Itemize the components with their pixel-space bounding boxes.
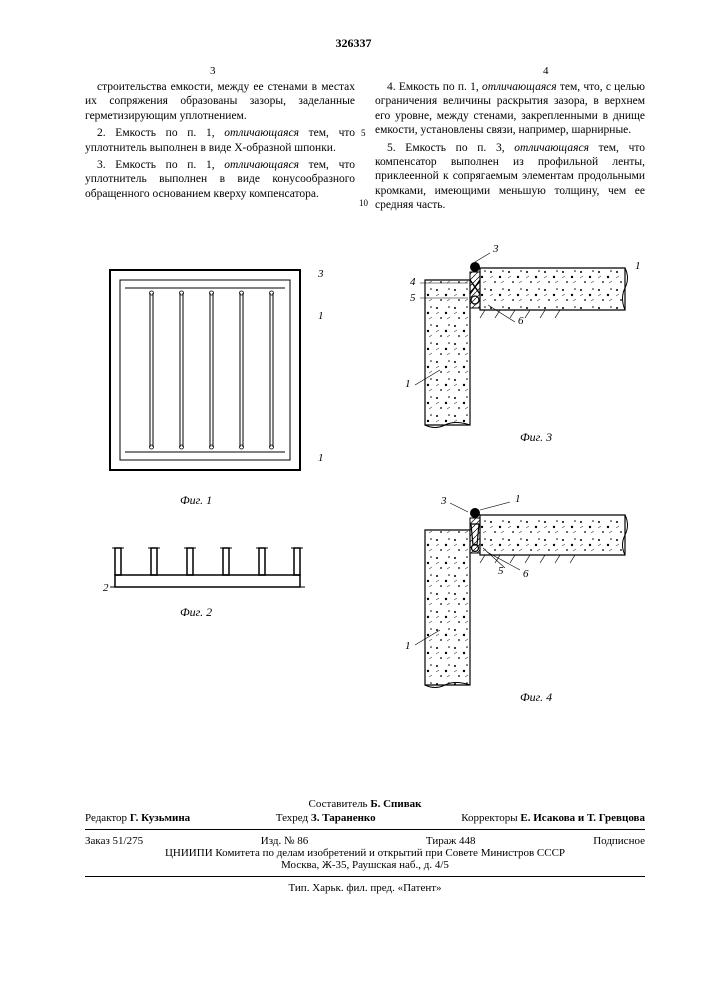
tirage: Тираж 448 [426,835,476,847]
org-line: ЦНИИПИ Комитета по делам изобретений и о… [85,847,645,859]
izd-num: Изд. № 86 [261,835,308,847]
fig1-label: Фиг. 1 [180,493,212,508]
text-columns: строительства емкости, между ее стенами … [85,80,645,215]
figure-4 [380,500,640,700]
fig3-callout-1: 1 [405,378,411,390]
fig3-callout-6: 6 [518,315,524,327]
document-number: 326337 [336,36,372,51]
left-column: строительства емкости, между ее стенами … [85,80,355,215]
claim-5: 5. Емкость по п. 3, отличающаяся тем, чт… [375,141,645,213]
footer-divider-1 [85,829,645,830]
line-number-5: 5 [361,128,366,138]
fig4-label: Фиг. 4 [520,690,552,705]
fig4-callout-5: 5 [498,565,504,577]
fig3-callout-4: 4 [410,276,416,288]
footer-block: Составитель Б. Спивак Редактор Г. Кузьми… [85,798,645,894]
fig2-label: Фиг. 2 [180,605,212,620]
printer-line: Тип. Харьк. фил. пред. «Патент» [85,882,645,894]
fig3-callout-1b: 1 [635,260,641,272]
fig2-callout-2: 2 [103,582,109,594]
fig4-callout-1a: 1 [515,493,521,505]
fig1-callout-3: 3 [318,268,324,280]
right-column: 4. Емкость по п. 1, отличающаяся тем, чт… [375,80,645,215]
fig4-callout-6: 6 [523,568,529,580]
fig3-callout-5: 5 [410,292,416,304]
correctors: Корректоры Е. Исакова и Т. Гревцова [461,812,645,824]
claim-1-continuation: строительства емкости, между ее стенами … [85,80,355,123]
figure-3 [380,250,640,440]
print-info-row: Заказ 51/275 Изд. № 86 Тираж 448 Подписн… [85,835,645,847]
fig1-callout-1b: 1 [318,452,324,464]
fig4-callout-3: 3 [441,495,447,507]
techred: Техред З. Тараненко [276,812,376,824]
composer-line: Составитель Б. Спивак [85,798,645,810]
subscription: Подписное [593,835,645,847]
figure-2 [100,540,315,600]
credits-row: Редактор Г. Кузьмина Техред З. Тараненко… [85,812,645,824]
fig1-callout-1a: 1 [318,310,324,322]
fig3-label: Фиг. 3 [520,430,552,445]
editor: Редактор Г. Кузьмина [85,812,190,824]
fig3-callout-3: 3 [493,243,499,255]
address-line: Москва, Ж-35, Раушская наб., д. 4/5 [85,859,645,871]
fig4-callout-1b: 1 [405,640,411,652]
order-num: Заказ 51/275 [85,835,143,847]
page-number-right: 4 [543,65,549,77]
claim-3: 3. Емкость по п. 1, отличающаяся тем, чт… [85,158,355,201]
claim-2: 2. Емкость по п. 1, отличающаяся тем, чт… [85,126,355,155]
line-number-10: 10 [359,198,368,208]
claim-4: 4. Емкость по п. 1, отличающаяся тем, чт… [375,80,645,138]
figure-1 [100,260,315,485]
footer-divider-2 [85,876,645,877]
figures-area: Фиг. 1 3 1 1 Фиг. 2 2 [100,250,650,720]
page-number-left: 3 [210,65,216,77]
